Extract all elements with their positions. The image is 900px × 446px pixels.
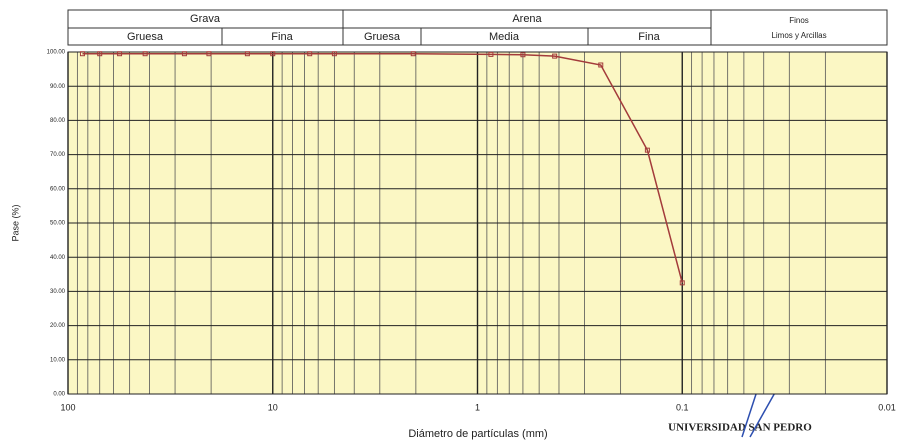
data-point — [520, 52, 526, 58]
data-point — [79, 51, 85, 57]
data-point — [206, 51, 212, 57]
x-axis-label: Diámetro de partículas (mm) — [408, 428, 547, 440]
data-point — [181, 51, 187, 57]
header-label: Fina — [638, 31, 660, 43]
header-label: Finos — [789, 16, 809, 25]
y-tick-label: 70.00 — [50, 152, 66, 158]
data-point — [244, 51, 250, 57]
header-label: Gruesa — [127, 31, 164, 43]
data-point — [644, 147, 650, 153]
y-tick-label: 100.00 — [47, 50, 66, 56]
series-line — [82, 52, 683, 284]
data-point — [97, 51, 103, 57]
data-point — [488, 51, 494, 57]
x-tick-label: 0.1 — [676, 402, 689, 412]
data-point — [117, 51, 123, 57]
header-label: Arena — [512, 13, 542, 25]
data-point — [598, 62, 604, 68]
x-tick-label: 1 — [475, 402, 480, 412]
header-label: Grava — [190, 13, 221, 25]
y-tick-label: 10.00 — [50, 357, 66, 363]
data-point — [679, 280, 685, 286]
y-tick-label: 30.00 — [50, 289, 66, 295]
y-tick-label: 90.00 — [50, 84, 66, 90]
data-point — [331, 51, 337, 57]
y-axis-label: Pase (%) — [10, 204, 20, 241]
y-tick-label: 0.00 — [53, 392, 65, 398]
data-point — [142, 51, 148, 57]
y-tick-label: 20.00 — [50, 323, 66, 329]
y-tick-label: 50.00 — [50, 221, 66, 227]
x-tick-label: 0.01 — [878, 402, 896, 412]
x-tick-label: 100 — [60, 402, 75, 412]
header-label: Gruesa — [364, 31, 401, 43]
data-point — [307, 51, 313, 57]
y-tick-label: 60.00 — [50, 186, 66, 192]
y-tick-label: 40.00 — [50, 255, 66, 261]
x-tick-label: 10 — [268, 402, 278, 412]
header-label: Media — [489, 31, 520, 43]
header-label: Limos y Arcillas — [771, 31, 826, 40]
data-point — [552, 53, 558, 59]
header-label: Fina — [271, 31, 293, 43]
data-point — [270, 51, 276, 57]
data-point — [410, 51, 416, 57]
y-tick-label: 80.00 — [50, 118, 66, 124]
stamp: UNIVERSIDAD SAN PEDRO — [668, 422, 812, 434]
classification-header — [67, 9, 888, 46]
